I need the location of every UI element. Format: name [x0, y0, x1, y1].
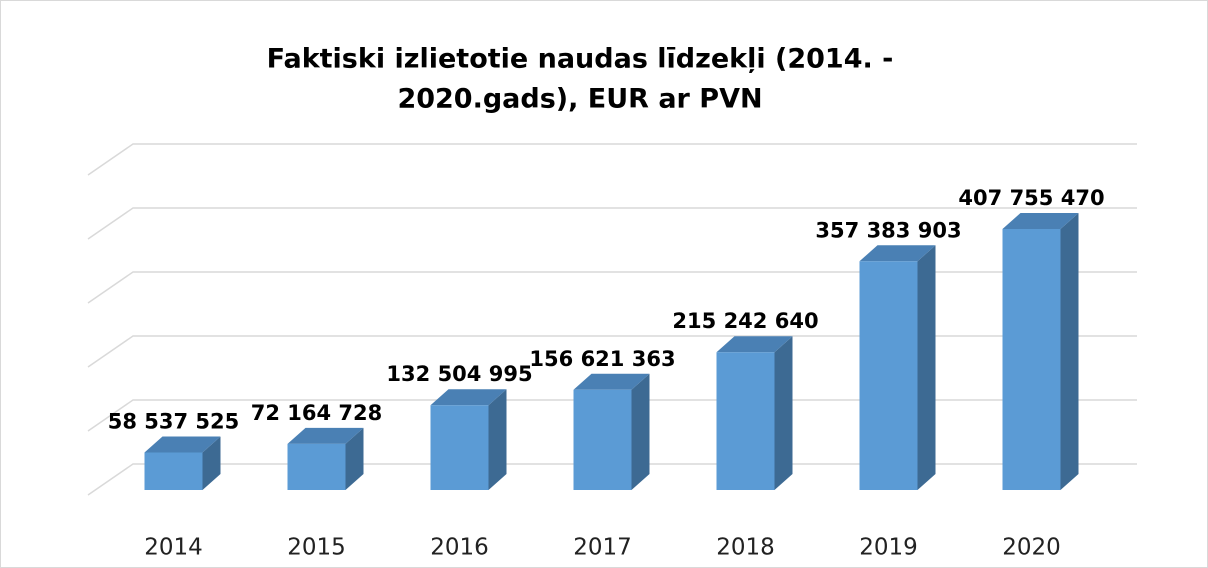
bar [144, 436, 221, 490]
bar-side [774, 336, 793, 490]
bar-top [573, 373, 650, 390]
x-tick-label: 2016 [430, 535, 489, 561]
bar-front [859, 261, 918, 490]
bar-side [1060, 213, 1079, 490]
bar [716, 336, 793, 490]
chart-title: Faktiski izlietotie naudas līdzekļi (201… [267, 44, 894, 75]
bar-side [631, 373, 650, 490]
x-tick-label: 2020 [1002, 535, 1061, 561]
bar-top [1002, 213, 1079, 230]
bar [573, 373, 650, 490]
data-label: 156 621 363 [529, 347, 675, 371]
grid-line [87, 399, 1137, 432]
bar [1002, 213, 1079, 490]
bar-front [573, 389, 632, 490]
bar-top [430, 389, 507, 406]
data-label: 58 537 525 [108, 410, 240, 434]
data-label: 407 755 470 [958, 186, 1104, 210]
data-label: 215 242 640 [672, 309, 818, 333]
data-label: 132 504 995 [386, 362, 532, 386]
bar-top [716, 336, 793, 353]
bar-front [1002, 229, 1061, 490]
x-tick-label: 2018 [716, 535, 775, 561]
bar-front [716, 352, 775, 490]
data-label: 357 383 903 [815, 218, 961, 242]
grid-line [87, 207, 1137, 240]
bar [430, 389, 507, 490]
x-tick-label: 2014 [144, 535, 203, 561]
grid-line [87, 335, 1137, 368]
bar-top [287, 427, 364, 444]
bar-side [345, 427, 364, 490]
x-tick-label: 2015 [287, 535, 346, 561]
bar-side [202, 436, 221, 490]
bar [859, 245, 936, 490]
grid-line [87, 271, 1137, 304]
bar-front [430, 405, 489, 490]
bar-top [859, 245, 936, 262]
x-tick-label: 2017 [573, 535, 632, 561]
grid-line [87, 143, 1137, 176]
bar-top [144, 436, 221, 453]
bar [287, 427, 364, 490]
bar-front [144, 452, 203, 490]
bar-side [488, 389, 507, 490]
bar-front [287, 443, 346, 490]
bar-side [917, 245, 936, 490]
data-label: 72 164 728 [251, 401, 383, 425]
grid-line [87, 463, 1137, 496]
x-tick-label: 2019 [859, 535, 918, 561]
chart-title: 2020.gads), EUR ar PVN [397, 84, 762, 115]
